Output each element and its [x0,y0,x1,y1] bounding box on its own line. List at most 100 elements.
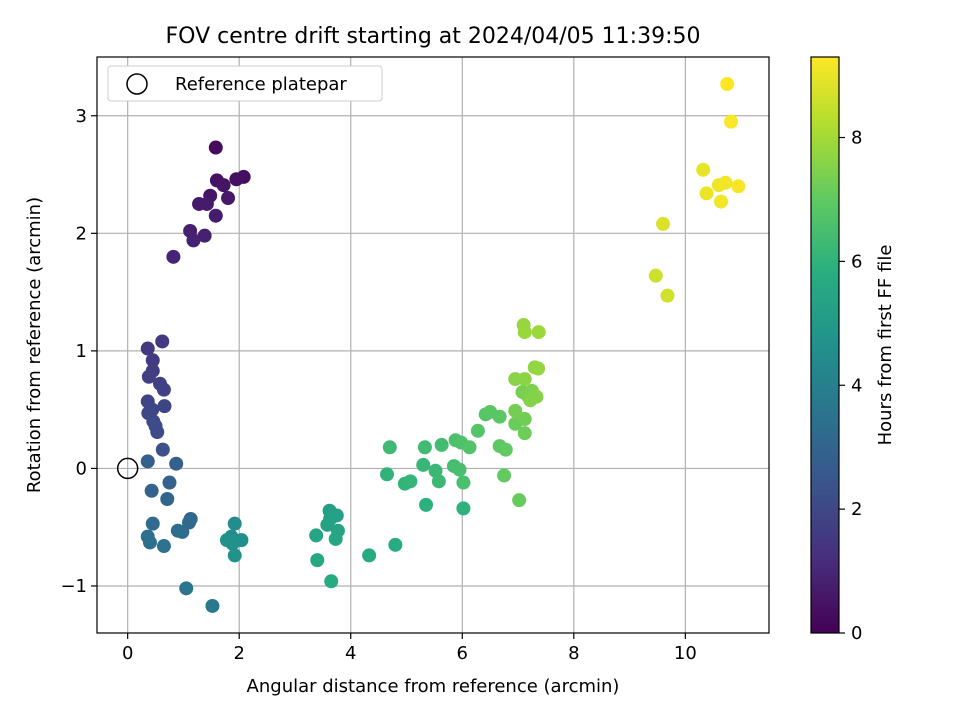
reference-point-marker [116,457,139,480]
data-point [517,412,532,427]
data-point [186,233,201,248]
colorbar-gradient [810,56,840,634]
data-point [156,382,171,397]
data-point [227,548,242,563]
data-point [208,140,223,155]
data-point [434,437,449,452]
data-point [714,194,729,209]
data-point [462,440,477,455]
data-point [660,288,675,303]
data-point [162,475,177,490]
data-point [416,457,431,472]
y-tick-label: 3 [76,106,87,127]
colorbar: 0 2 4 6 8 Hours from first FF file [810,56,896,644]
data-point [720,77,735,92]
data-point [648,268,663,283]
data-point [517,426,532,441]
data-point [145,516,160,531]
y-axis-label: Rotation from reference (arcmin) [24,197,45,493]
data-point [320,517,335,532]
colorbar-tick-label: 8 [851,128,862,149]
data-point [141,369,156,384]
data-point [417,440,432,455]
data-point [379,467,394,482]
data-point [492,409,507,424]
x-tick-label: 0 [122,643,133,664]
data-point [216,178,231,193]
x-tick-label: 6 [457,643,468,664]
data-point [155,334,170,349]
x-ticks: 0 2 4 6 8 10 [122,633,697,664]
x-tick-label: 10 [674,643,697,664]
data-point [718,175,733,190]
data-point [140,454,155,469]
data-point [155,442,170,457]
y-tick-label: 0 [76,458,87,479]
data-point [517,325,532,340]
data-point [731,179,746,194]
legend-label: Reference platepar [175,74,347,95]
data-point [529,389,544,404]
data-point [497,468,512,483]
colorbar-label: Hours from first FF file [875,245,896,446]
y-ticks: −1 0 1 2 3 [60,106,97,597]
data-point [419,497,434,512]
colorbar-tick-label: 6 [851,251,862,272]
legend-reference-marker [126,73,148,95]
legend: Reference platepar [107,65,383,102]
data-point [157,399,172,414]
data-point [498,442,513,457]
data-point [431,474,446,489]
colorbar-tick-label: 2 [851,499,862,520]
x-axis-label: Angular distance from reference (arcmin) [247,676,620,697]
data-point [179,581,194,596]
data-point [145,353,160,368]
data-point [531,361,546,376]
x-tick-label: 2 [233,643,244,664]
data-point [656,216,671,231]
data-point [309,528,324,543]
data-point [227,516,242,531]
x-tick-label: 8 [568,643,579,664]
data-point [225,536,240,551]
data-point [324,574,339,589]
data-point [175,524,190,539]
data-point [199,196,214,211]
data-point [508,403,523,418]
data-point [470,423,485,438]
data-point [160,491,175,506]
data-point [699,186,714,201]
data-point [696,162,711,177]
y-tick-label: −1 [60,576,87,597]
y-tick-label: 1 [76,341,87,362]
colorbar-ticks: 0 2 4 6 8 [839,128,862,644]
chart-title: FOV centre drift starting at 2024/04/05 … [166,24,701,49]
grid [97,57,769,633]
data-point [456,501,471,516]
data-point [144,483,159,498]
data-point [205,598,220,613]
legend-box [107,65,383,102]
data-point [150,424,165,439]
data-point [452,462,467,477]
data-point [197,228,212,243]
data-point [362,548,377,563]
data-point [221,191,236,206]
data-point [456,475,471,490]
data-point [229,172,244,187]
data-points [116,77,746,613]
data-point [166,249,181,264]
data-point [388,537,403,552]
data-point [208,208,223,223]
data-point [531,325,546,340]
data-point [140,341,155,356]
y-tick-label: 2 [76,223,87,244]
colorbar-tick-label: 0 [851,623,862,644]
x-tick-label: 4 [345,643,356,664]
data-point [512,493,527,508]
data-point [428,463,443,478]
data-point [328,531,343,546]
colorbar-tick-label: 4 [851,375,862,396]
data-point [517,372,532,387]
data-point [142,535,157,550]
